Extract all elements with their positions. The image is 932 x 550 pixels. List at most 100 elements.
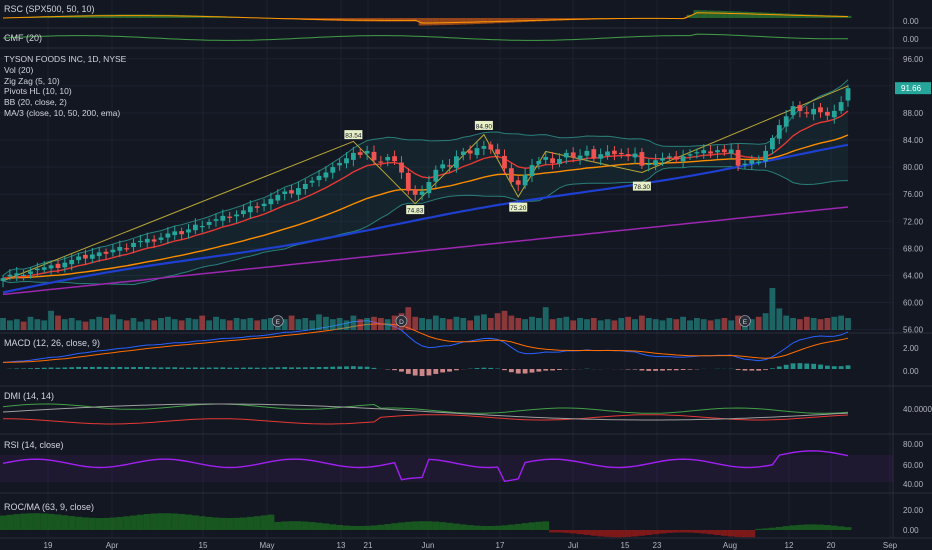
volume-bar-95: [652, 319, 659, 330]
candle-body: [261, 203, 267, 207]
rsc-bar-104: [714, 10, 721, 18]
roc-bar-5: [33, 513, 41, 530]
candle-body: [220, 215, 226, 221]
candle-26: [179, 227, 184, 240]
volume-bar-36: [247, 318, 254, 330]
candle-122: [838, 96, 844, 115]
volume-bar-81: [556, 318, 563, 330]
volume-bar-65: [446, 319, 453, 330]
macd-hist-74: [508, 369, 514, 373]
roc-bar-8: [54, 514, 62, 530]
rsc-bar-70: [480, 18, 488, 24]
candle-body: [460, 151, 466, 155]
legend-ma[interactable]: MA/3 (close, 10, 50, 200, ema): [4, 107, 121, 118]
rsc-bar-110: [755, 12, 763, 18]
price-tick-2: 88.00: [903, 109, 924, 118]
rsc-bar-117: [803, 14, 811, 18]
candle-body: [818, 107, 823, 113]
roc-bar-11: [75, 516, 83, 530]
rsc-bar-23: [157, 14, 165, 18]
candle-body: [825, 111, 830, 116]
candle-112: [770, 134, 775, 154]
macd-hist-107: [735, 369, 741, 370]
legend-zigzag[interactable]: Zig Zag (5, 10): [4, 75, 60, 86]
rsc-bar-55: [377, 18, 385, 22]
candle-118: [811, 102, 816, 121]
volume-bar-82: [563, 316, 570, 330]
candle-15: [103, 248, 109, 260]
volume-bar-76: [522, 319, 528, 330]
time-tick-3: May: [259, 541, 274, 550]
price-tick-7: 68.00: [903, 244, 924, 253]
rsc-bar-20: [136, 14, 144, 18]
candle-54: [371, 145, 377, 165]
roc-bar-80: [549, 530, 557, 533]
rsc-bar-78: [535, 18, 543, 22]
legend-vol[interactable]: Vol (20): [4, 64, 34, 75]
candle-body: [529, 165, 535, 176]
candle-body: [797, 105, 803, 111]
roc-bar-85: [583, 530, 591, 535]
volume-bar-106: [728, 320, 735, 330]
roc-bar-12: [82, 517, 89, 530]
candle-70: [481, 140, 487, 156]
candle-body: [14, 273, 20, 276]
candle-5: [34, 262, 40, 277]
rsc-bar-118: [810, 14, 818, 18]
candle-77: [529, 158, 535, 183]
event-marker-1: D: [395, 315, 408, 327]
roc-bar-47: [322, 523, 330, 530]
legend-bb[interactable]: BB (20, close, 2): [4, 97, 67, 108]
candle-22: [151, 235, 157, 248]
candle-body: [179, 231, 184, 235]
candle-body: [715, 150, 720, 153]
rsc-title: RSC (SPX500, 50, 10): [4, 4, 95, 14]
macd-hist-66: [454, 369, 459, 371]
candle-19: [131, 238, 136, 254]
candle-body: [783, 116, 789, 127]
macd-hist-76: [522, 369, 528, 374]
roc-bar-20: [136, 514, 144, 530]
candle-84: [577, 149, 583, 165]
price-tick-0: 96.00: [903, 55, 924, 64]
rsi-line: [2, 450, 849, 483]
macd-hist-95: [653, 369, 659, 371]
roc-bar-62: [425, 521, 433, 530]
roc-bar-15: [102, 517, 110, 530]
candle-110: [756, 155, 762, 166]
candle-98: [673, 150, 679, 164]
candle-111: [763, 145, 768, 168]
candle-body: [193, 224, 198, 231]
last-price-label: 91.66: [895, 82, 931, 95]
roc-tick-0: 20.00: [903, 506, 924, 515]
roc-bar-10: [68, 516, 76, 530]
roc-bar-93: [638, 530, 646, 536]
candle-41: [282, 188, 288, 201]
candle-114: [783, 109, 789, 133]
volume-bar-53: [364, 318, 370, 330]
candle-61: [419, 185, 425, 201]
candle-6: [41, 261, 47, 274]
candle-body: [454, 156, 459, 168]
candle-body: [144, 238, 150, 243]
volume-bar-96: [659, 320, 666, 330]
symbol-title[interactable]: TYSON FOODS INC, 1D, NYSE: [4, 54, 127, 64]
volume-bar-110: [755, 316, 762, 330]
legend-pivots[interactable]: Pivots HL (10, 10): [4, 86, 72, 97]
candle-body: [302, 184, 308, 189]
rsc-bar-13: [88, 14, 96, 18]
candle-101: [694, 148, 700, 159]
roc-bar-23: [157, 513, 165, 530]
volume-bar-68: [467, 320, 474, 330]
marker-letter: E: [276, 319, 281, 326]
candle-body: [268, 198, 274, 205]
candle-108: [742, 159, 748, 170]
rsc-line: [2, 12, 849, 24]
volume-bar-97: [666, 318, 673, 330]
rsc-bar-65: [446, 18, 453, 25]
candle-body: [117, 247, 123, 251]
zigzag-path: [2, 85, 849, 282]
dmi-tick-0: 40.0000: [903, 405, 932, 414]
roc-bar-60: [411, 521, 419, 530]
